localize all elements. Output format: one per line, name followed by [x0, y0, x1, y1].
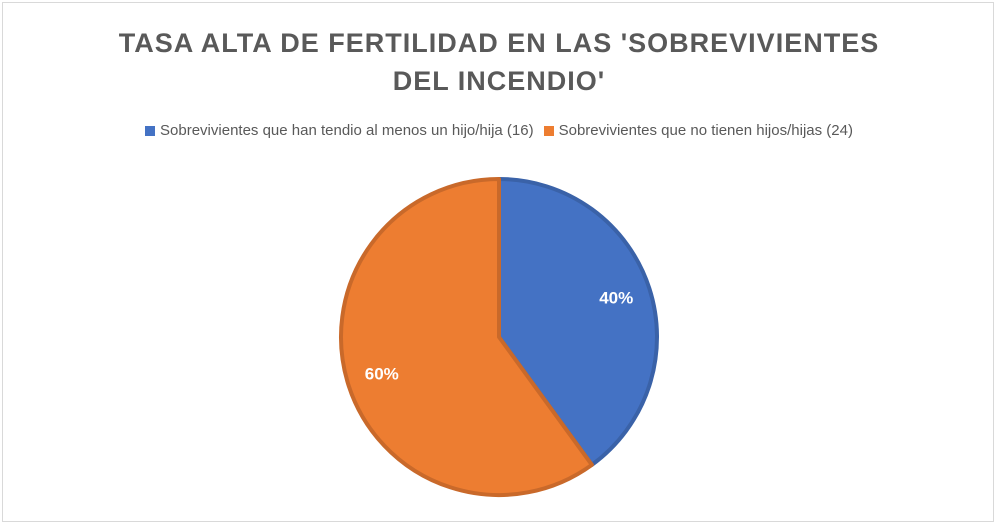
legend-swatch-orange [543, 125, 554, 136]
chart-legend: Sobrevivientes que han tendio al menos u… [0, 122, 998, 139]
pie-label-with-children: 40% [599, 288, 633, 307]
pie-slice-with-children [497, 177, 659, 467]
pie-label-without-children: 60% [365, 365, 399, 384]
legend-label-without-children: Sobrevivientes que no tienen hijos/hijas… [558, 122, 853, 139]
legend-item-with-children: Sobrevivientes que han tendio al menos u… [145, 122, 534, 139]
legend-swatch-blue [145, 125, 156, 136]
pie-slice-without-children [339, 177, 594, 497]
chart-title-line-2: DEL INCENDIO' [392, 66, 606, 96]
legend-label-with-children: Sobrevivientes que han tendio al menos u… [160, 122, 534, 139]
legend-item-without-children: Sobrevivientes que no tienen hijos/hijas… [543, 122, 853, 139]
chart-title-line-1: TASA ALTA DE FERTILIDAD EN LAS 'SOBREVIV… [118, 28, 880, 58]
chart-title: TASA ALTA DE FERTILIDAD EN LAS 'SOBREVIV… [0, 24, 998, 100]
